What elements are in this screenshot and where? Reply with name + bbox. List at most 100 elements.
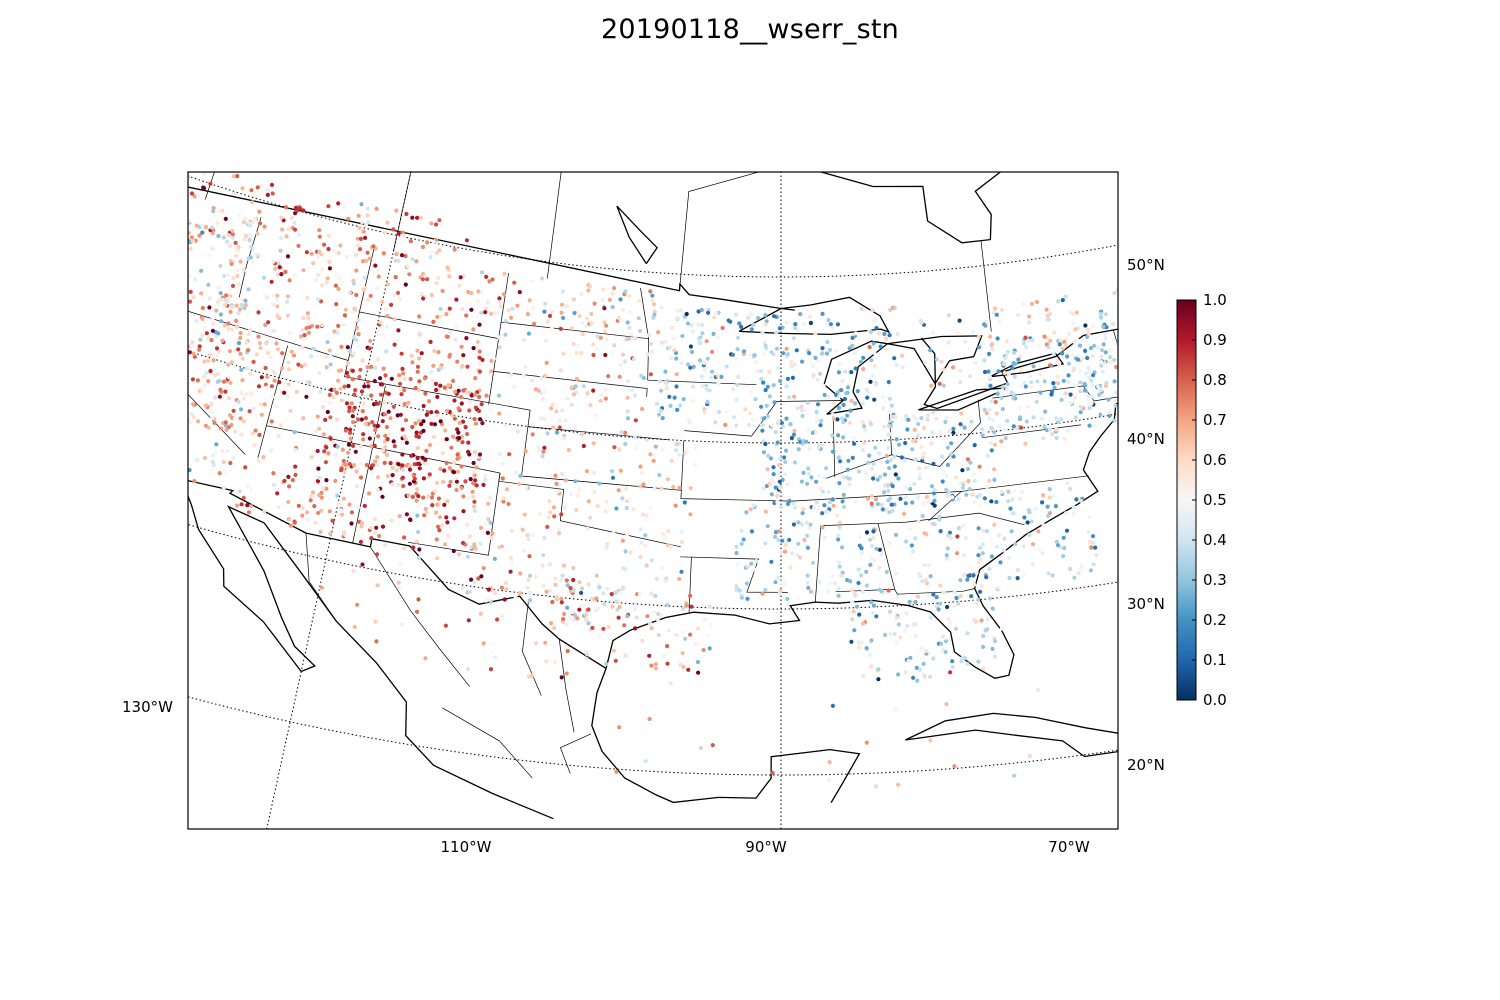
state-border bbox=[822, 512, 1025, 526]
station-point bbox=[988, 383, 993, 388]
station-point bbox=[407, 467, 413, 472]
station-point bbox=[200, 333, 205, 338]
station-point bbox=[659, 486, 664, 491]
station-point bbox=[214, 450, 219, 455]
station-point bbox=[460, 306, 465, 312]
station-point bbox=[455, 427, 460, 432]
station-point bbox=[1153, 344, 1157, 348]
station-point bbox=[929, 484, 935, 489]
parallel-line bbox=[188, 350, 1118, 444]
station-point bbox=[594, 573, 599, 578]
station-point bbox=[603, 396, 609, 401]
station-point bbox=[569, 326, 575, 331]
station-point bbox=[668, 681, 673, 686]
station-point bbox=[424, 412, 429, 417]
station-point bbox=[362, 503, 367, 508]
station-point bbox=[141, 414, 145, 418]
station-point bbox=[821, 383, 826, 388]
station-point bbox=[695, 322, 701, 327]
station-point bbox=[210, 459, 215, 464]
station-point bbox=[1047, 495, 1052, 500]
station-point bbox=[1054, 539, 1059, 544]
station-point bbox=[293, 447, 298, 453]
station-point bbox=[346, 360, 351, 366]
station-point bbox=[176, 347, 180, 351]
station-point bbox=[375, 357, 381, 362]
station-point bbox=[1092, 343, 1097, 348]
station-point bbox=[328, 351, 334, 357]
station-point bbox=[542, 535, 547, 540]
station-point bbox=[311, 261, 316, 266]
station-point bbox=[769, 423, 775, 428]
station-point bbox=[179, 400, 183, 404]
station-point bbox=[469, 545, 474, 550]
station-point bbox=[348, 430, 353, 435]
station-point bbox=[304, 250, 309, 255]
state-border bbox=[527, 426, 670, 441]
station-point bbox=[192, 479, 197, 484]
station-point bbox=[129, 314, 133, 318]
station-point bbox=[215, 372, 220, 377]
station-point bbox=[1070, 353, 1075, 358]
station-point bbox=[689, 604, 694, 609]
station-point bbox=[232, 416, 237, 421]
station-point bbox=[923, 465, 929, 470]
station-point bbox=[148, 361, 152, 365]
station-point bbox=[992, 430, 997, 435]
station-point bbox=[896, 622, 901, 627]
station-point bbox=[1273, 263, 1277, 267]
station-point bbox=[310, 490, 316, 495]
station-point bbox=[536, 388, 541, 393]
station-point bbox=[827, 581, 833, 586]
station-point bbox=[719, 374, 724, 379]
station-point bbox=[246, 510, 252, 515]
station-point bbox=[814, 500, 819, 505]
station-point bbox=[392, 317, 397, 322]
station-point bbox=[218, 426, 223, 431]
station-point bbox=[1085, 355, 1090, 361]
station-point bbox=[932, 487, 937, 492]
station-point bbox=[421, 296, 426, 301]
station-point bbox=[1079, 356, 1084, 361]
station-point bbox=[632, 356, 637, 362]
station-point bbox=[1054, 435, 1059, 441]
station-point bbox=[389, 376, 394, 381]
station-point bbox=[677, 485, 682, 490]
station-point bbox=[745, 596, 750, 601]
station-point bbox=[872, 397, 877, 402]
station-point bbox=[904, 486, 909, 491]
station-point bbox=[869, 556, 874, 561]
station-point bbox=[99, 439, 103, 443]
station-point bbox=[238, 330, 243, 336]
station-point bbox=[623, 549, 628, 554]
station-point bbox=[370, 463, 376, 468]
station-point bbox=[1162, 315, 1166, 319]
station-point bbox=[559, 577, 564, 583]
station-point bbox=[276, 434, 281, 439]
state-border bbox=[679, 172, 760, 291]
station-point bbox=[997, 320, 1002, 325]
station-point bbox=[575, 616, 580, 621]
station-point bbox=[1085, 394, 1091, 399]
station-point bbox=[1111, 322, 1116, 327]
station-point bbox=[1029, 519, 1034, 524]
station-point bbox=[777, 326, 783, 331]
station-point bbox=[481, 641, 486, 646]
state-border bbox=[832, 412, 836, 478]
station-point bbox=[204, 225, 209, 230]
station-point bbox=[492, 556, 497, 562]
station-point bbox=[501, 496, 506, 501]
station-point bbox=[706, 310, 711, 315]
station-point bbox=[503, 423, 508, 428]
station-point bbox=[174, 427, 178, 431]
station-point bbox=[1114, 365, 1118, 370]
station-point bbox=[302, 333, 307, 338]
station-point bbox=[402, 434, 407, 439]
station-point bbox=[558, 326, 563, 331]
station-point bbox=[877, 547, 883, 552]
station-point bbox=[946, 313, 951, 318]
station-point bbox=[292, 220, 297, 225]
station-point bbox=[434, 409, 439, 414]
station-point bbox=[425, 277, 430, 282]
station-point bbox=[763, 312, 768, 318]
